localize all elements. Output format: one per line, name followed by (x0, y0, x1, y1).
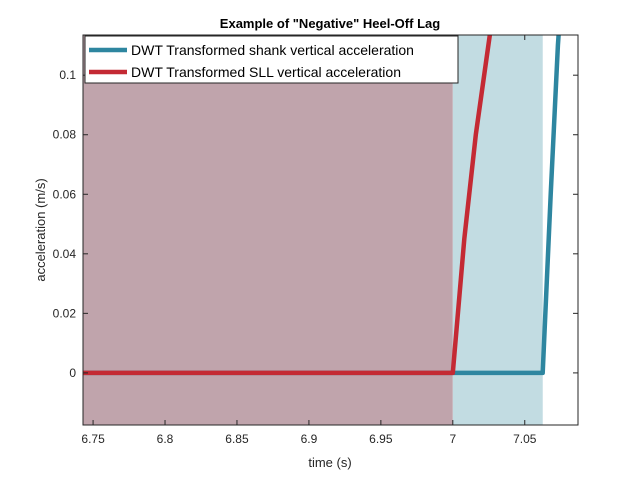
x-tick-label: 6.75 (81, 432, 105, 446)
x-tick-label: 7 (449, 432, 456, 446)
shaded-regions (83, 35, 543, 425)
x-tick-label: 6.9 (301, 432, 318, 446)
legend-label-2: DWT Transformed SLL vertical acceleratio… (131, 64, 401, 80)
x-tick-label: 6.8 (157, 432, 174, 446)
y-axis-label: acceleration (m/s) (33, 178, 48, 281)
plot-frame (82, 34, 579, 426)
x-tick-label: 6.95 (369, 432, 393, 446)
shaded-region-1 (83, 35, 453, 425)
x-tick-label: 7.05 (513, 432, 537, 446)
x-axis-label: time (s) (308, 455, 351, 470)
ticks: 6.75 6.8 6.85 6.9 6.95 7 7.05 0 0.02 0.04 0.06 0.08… (53, 35, 578, 446)
series-line-2 (83, 35, 493, 376)
legend: DWT Transformed shank vertical accelerat… (84, 35, 459, 84)
y-tick-label: 0.1 (59, 68, 76, 82)
y-tick-label: 0.08 (53, 128, 77, 142)
chart-title: Example of "Negative" Heel-Off Lag (220, 16, 440, 31)
y-tick-label: 0 (69, 366, 76, 380)
legend-box (84, 35, 459, 84)
y-tick-label: 0.06 (53, 187, 77, 201)
series-lines (83, 35, 561, 376)
legend-label-1: DWT Transformed shank vertical accelerat… (131, 42, 414, 58)
x-tick-label: 6.85 (225, 432, 249, 446)
shaded-region-2 (452, 35, 543, 425)
y-tick-label: 0.02 (53, 306, 77, 320)
y-tick-label: 0.04 (53, 247, 77, 261)
